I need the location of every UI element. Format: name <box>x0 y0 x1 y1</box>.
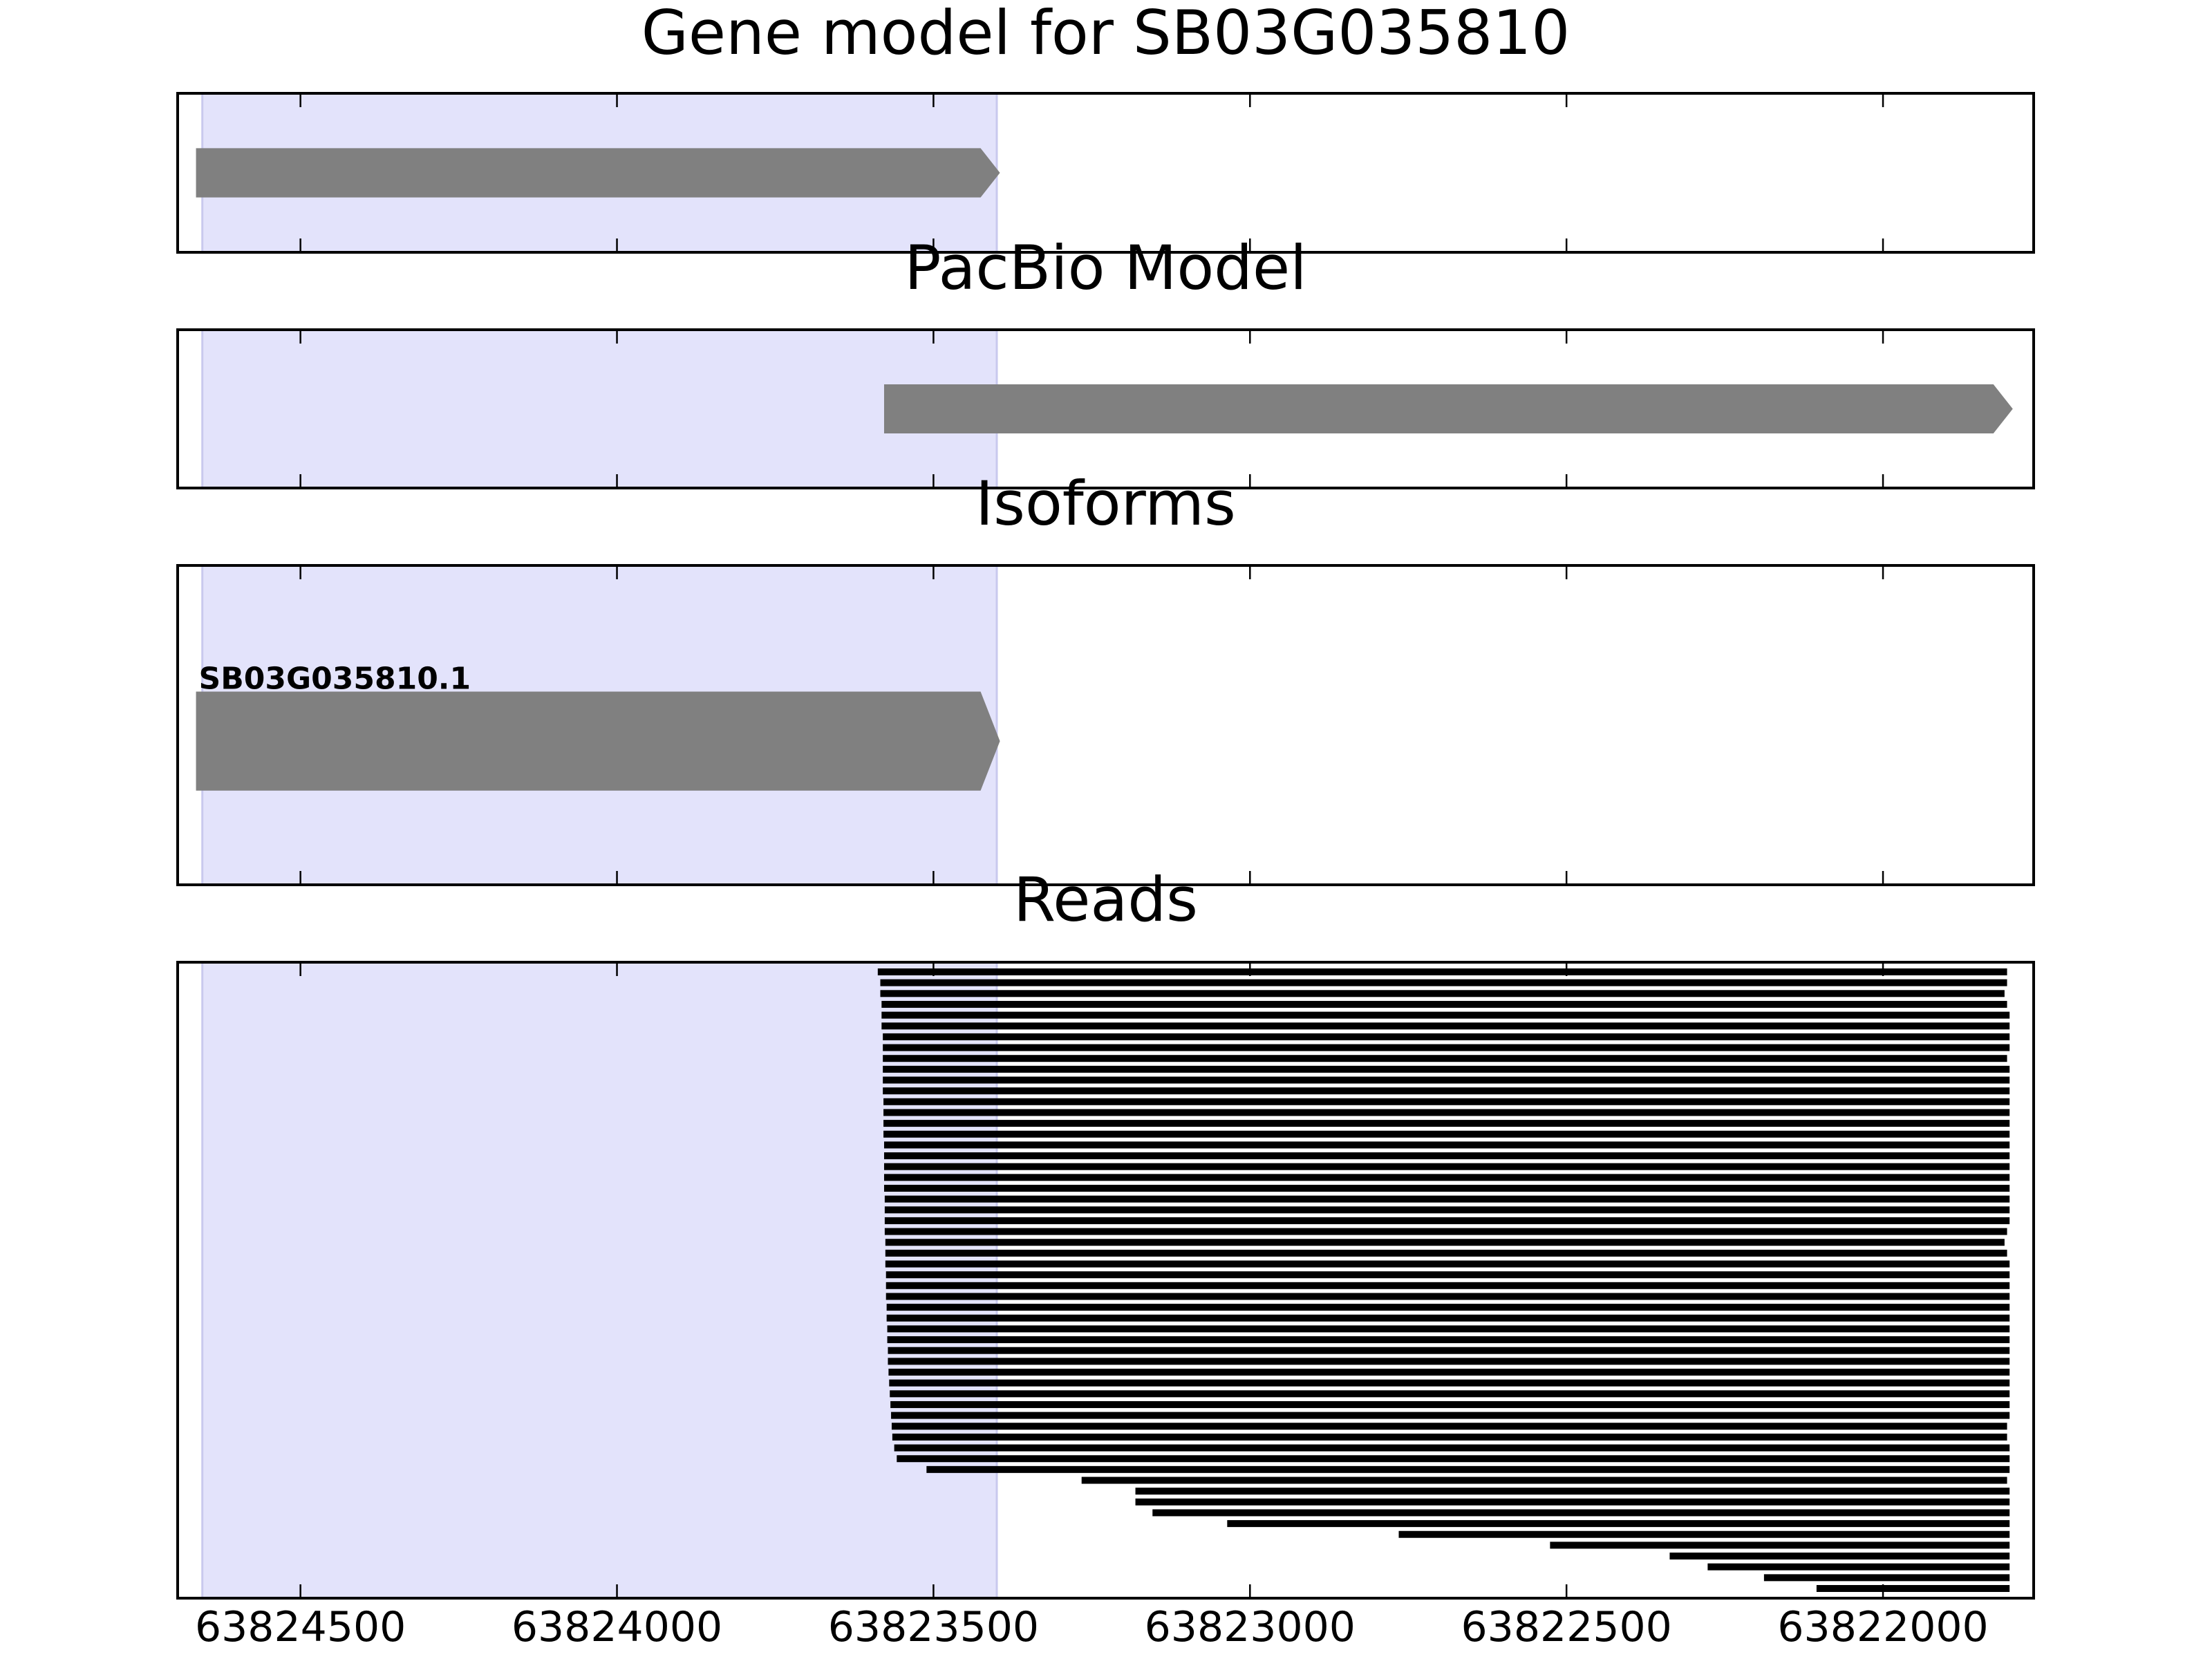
panel-frame <box>176 328 2035 489</box>
read <box>890 1400 2010 1408</box>
read <box>885 1249 2007 1257</box>
read <box>886 1314 2010 1322</box>
read <box>880 990 2005 997</box>
read <box>884 1217 2010 1224</box>
read <box>891 1412 2010 1419</box>
read <box>891 1423 2007 1430</box>
read <box>883 1141 2010 1149</box>
read <box>1763 1574 2010 1582</box>
read <box>887 1325 2010 1333</box>
x-tick-label: 63824500 <box>195 1603 406 1651</box>
read <box>1081 1477 2007 1484</box>
read <box>883 1109 2010 1116</box>
read <box>889 1379 2010 1387</box>
x-tick-label: 63822000 <box>1777 1603 1988 1651</box>
read <box>1550 1541 2010 1549</box>
panel-frame <box>176 92 2035 254</box>
read <box>883 1184 2010 1192</box>
read <box>885 1293 2010 1300</box>
read <box>1135 1498 2010 1506</box>
panel-title: PacBio Model <box>904 232 1306 303</box>
read <box>1152 1509 2010 1517</box>
read <box>886 1304 2010 1311</box>
panel-frame <box>176 564 2035 886</box>
read <box>888 1347 2010 1354</box>
read <box>880 979 2007 986</box>
read <box>881 1000 2007 1008</box>
feature-arrow <box>196 148 1000 198</box>
read <box>884 1228 2007 1235</box>
read <box>888 1358 2010 1365</box>
read <box>1227 1520 2010 1528</box>
read <box>894 1444 2010 1452</box>
read <box>884 1206 2010 1214</box>
x-tick-label: 63823000 <box>1145 1603 1356 1651</box>
read <box>1707 1563 2010 1571</box>
read <box>883 1044 2010 1051</box>
x-tick-label: 63824000 <box>512 1603 722 1651</box>
read <box>883 1163 2010 1170</box>
read <box>887 1336 2010 1344</box>
read <box>881 1011 2010 1019</box>
read <box>881 1022 2010 1030</box>
read <box>883 1174 2010 1181</box>
panel-title: Isoforms <box>975 468 1236 539</box>
read <box>888 1369 2010 1376</box>
read <box>890 1390 2010 1398</box>
read <box>885 1239 2005 1246</box>
feature-arrow <box>883 384 2013 433</box>
read <box>885 1260 2010 1268</box>
read <box>892 1433 2007 1441</box>
read <box>1135 1488 2010 1495</box>
read <box>883 1033 2010 1040</box>
read <box>883 1076 2010 1084</box>
feature-label: SB03G035810.1 <box>199 661 471 696</box>
highlight-region <box>201 328 998 489</box>
feature-arrow <box>196 691 1000 791</box>
read <box>897 1455 2010 1463</box>
read <box>884 1195 2010 1203</box>
read <box>885 1282 2010 1289</box>
read <box>883 1087 2010 1095</box>
highlight-region <box>201 961 998 1600</box>
read <box>885 1271 2010 1279</box>
panel-frame <box>176 961 2035 1600</box>
read <box>883 1130 2010 1138</box>
read <box>926 1465 2010 1473</box>
read <box>883 1065 2010 1073</box>
read <box>1669 1553 2010 1560</box>
x-tick-label: 63823500 <box>828 1603 1039 1651</box>
read <box>1398 1530 2010 1538</box>
panel-title: Reads <box>1013 864 1198 935</box>
read <box>883 1055 2007 1062</box>
read <box>883 1152 2010 1160</box>
read <box>883 1120 2010 1127</box>
read <box>883 1098 2010 1105</box>
panel-title: Gene model for SB03G035810 <box>641 0 1571 68</box>
x-tick-label: 63822500 <box>1461 1603 1671 1651</box>
read <box>877 968 2007 975</box>
read <box>1816 1585 2010 1592</box>
